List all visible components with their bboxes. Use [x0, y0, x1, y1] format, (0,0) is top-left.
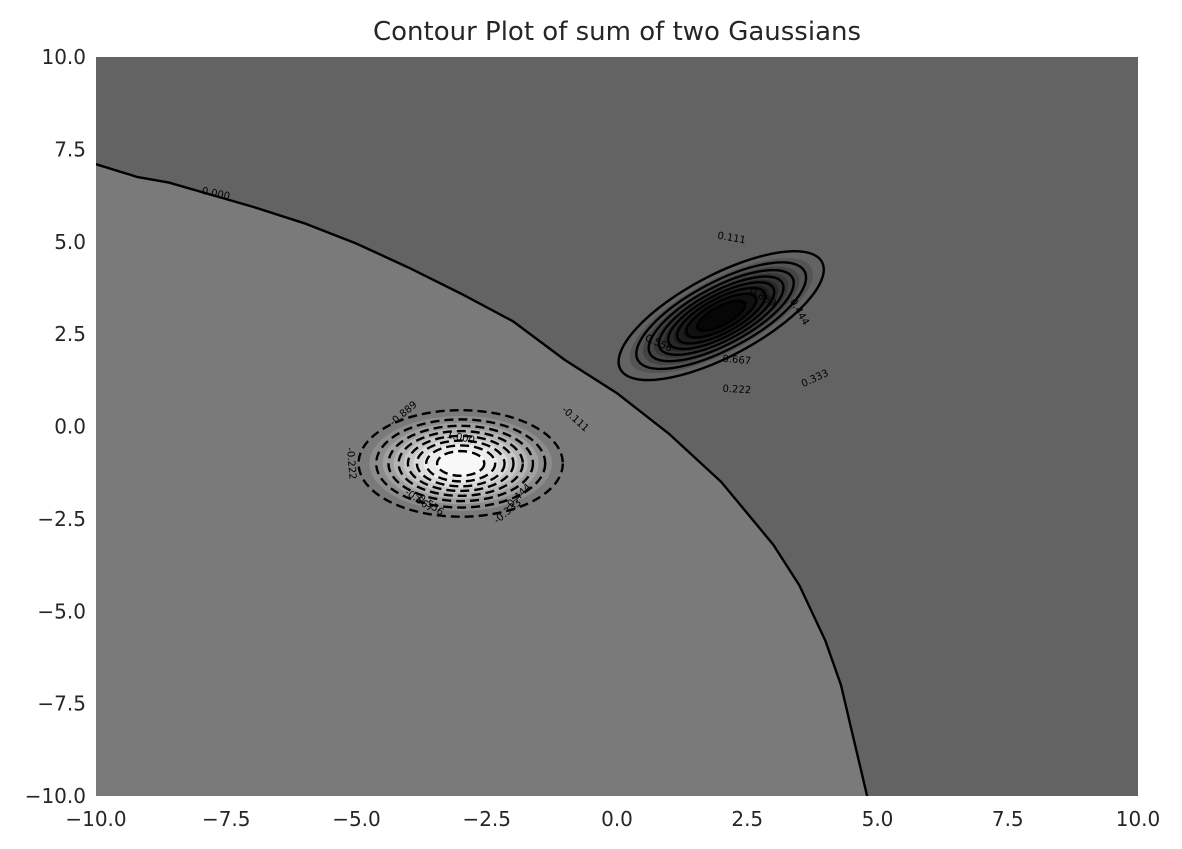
x-axis-ticks: −10.0 −7.5 −5.0 −2.5 0.0 2.5 5.0 7.5 10.0 [65, 807, 1160, 831]
y-tick-label: 5.0 [54, 230, 86, 254]
x-tick-label: 0.0 [601, 807, 633, 831]
contour-label: -0.222 [344, 447, 358, 480]
contour-line [397, 429, 524, 498]
contour-line [617, 250, 825, 382]
contour-line [357, 408, 565, 518]
x-tick-label: 7.5 [992, 807, 1024, 831]
y-tick-label: 7.5 [54, 137, 86, 161]
contour-line [696, 299, 747, 332]
y-tick-label: 0.0 [54, 415, 86, 439]
contour-label: 0.111 [716, 231, 746, 247]
x-tick-label: −7.5 [202, 807, 251, 831]
x-tick-label: 10.0 [1116, 807, 1161, 831]
x-tick-label: −2.5 [462, 807, 511, 831]
y-axis-ticks: 10.0 7.5 5.0 2.5 0.0 −2.5 −5.0 −7.5 −10.0 [25, 45, 86, 808]
y-tick-label: −2.5 [37, 507, 86, 531]
contour-line [675, 286, 767, 345]
contour-label: 0.222 [722, 384, 751, 396]
contour-fill [695, 299, 747, 332]
contour-line [435, 449, 486, 477]
contour-line [374, 418, 547, 509]
contour-line [415, 439, 506, 488]
y-tick-label: −10.0 [25, 784, 86, 808]
contour-line [424, 444, 497, 483]
contour-fill [435, 450, 487, 477]
contour-line [635, 261, 808, 371]
contour-line [657, 275, 785, 357]
x-tick-label: 2.5 [731, 807, 763, 831]
plot-area: 0.0000.1110.2220.3330.4440.5560.6670.889… [96, 57, 1138, 796]
contour-line [685, 292, 758, 339]
y-tick-label: 2.5 [54, 322, 86, 346]
chart-title: Contour Plot of sum of two Gaussians [373, 17, 861, 47]
contour-line [647, 268, 795, 363]
contour-line [387, 424, 535, 503]
x-tick-label: 5.0 [862, 807, 894, 831]
zero-contour-line [96, 163, 869, 796]
contour-line [406, 434, 515, 493]
y-tick-label: −5.0 [37, 599, 86, 623]
contour-line [666, 281, 776, 351]
gaussian-2 [617, 250, 825, 382]
y-tick-label: −7.5 [37, 692, 86, 716]
y-tick-label: 10.0 [41, 45, 86, 69]
gaussian-1 [357, 408, 565, 518]
x-tick-label: −5.0 [332, 807, 381, 831]
contour-label: 0.667 [722, 354, 751, 367]
x-tick-label: −10.0 [65, 807, 126, 831]
